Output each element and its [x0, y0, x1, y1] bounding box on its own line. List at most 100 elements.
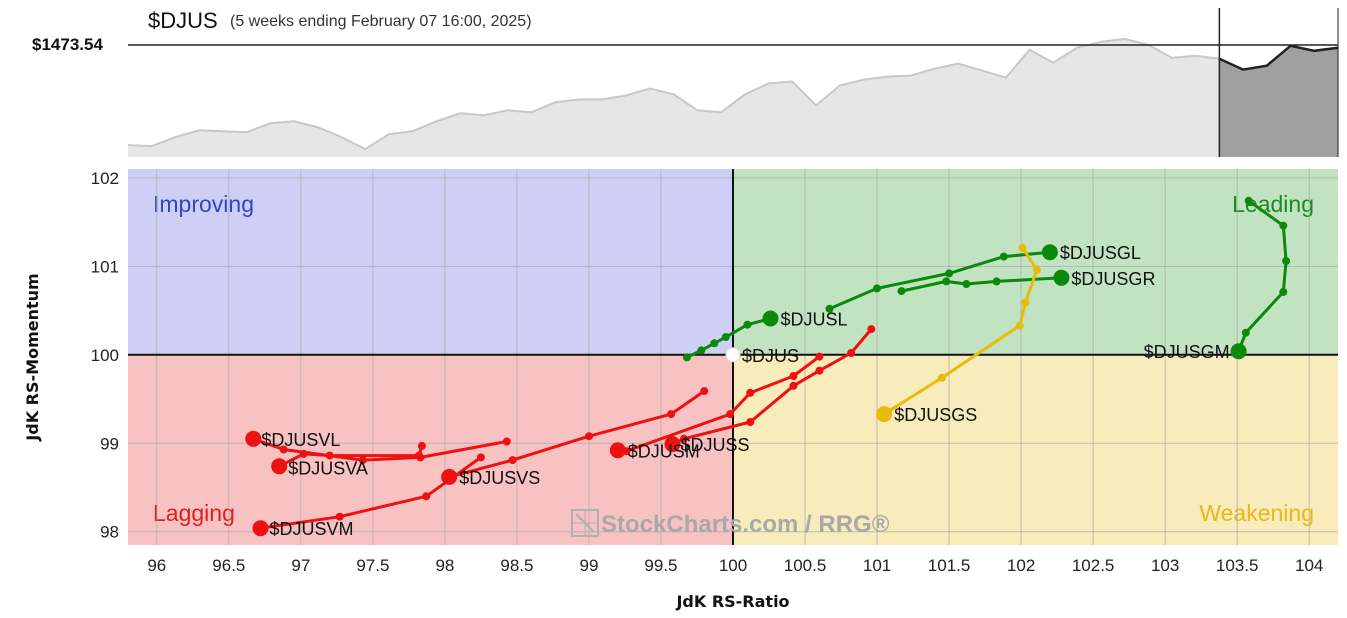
x-tick-label: 101.5: [928, 556, 971, 575]
trail-point-djusva: [325, 451, 334, 460]
trail-head-djusgs: [876, 406, 893, 423]
x-tick-label: 103: [1151, 556, 1179, 575]
trail-point-djusgm: [1279, 221, 1288, 230]
trail-point-djuss: [847, 349, 856, 357]
trail-head-djusl: [762, 310, 779, 327]
trail-point-djusvl: [502, 437, 511, 446]
x-tick-label: 101: [863, 556, 891, 575]
trail-point-djusl: [710, 339, 719, 348]
trail-point-djusgm: [1279, 288, 1288, 296]
trail-point-djuss: [815, 366, 824, 375]
trail-point-djuss: [867, 325, 876, 334]
trail-point-djusvm: [335, 512, 344, 521]
trail-label-djusm: $DJUSM: [628, 441, 700, 461]
chart-symbol: $DJUS: [148, 8, 218, 33]
trail-label-djusl: $DJUSL: [780, 310, 847, 330]
trail-label-djuss: $DJUSS: [681, 435, 750, 455]
trail-point-djusgl: [873, 284, 881, 293]
watermark: StockCharts.com / RRG®: [571, 509, 890, 538]
x-tick-label: 102.5: [1072, 556, 1115, 575]
trail-point-djusgm: [1241, 328, 1250, 337]
trail-label-djusvl: $DJUSVL: [261, 430, 340, 450]
trail-point-djusva: [415, 451, 423, 460]
y-axis-title: JdK RS-Momentum: [23, 273, 42, 441]
price-history-line: [127, 37, 1220, 151]
y-tick-label: 102: [91, 169, 119, 188]
trail-line-djusvm: [259, 455, 483, 530]
trail-point-djusvs: [585, 432, 593, 441]
trail-point-djusgs: [1018, 243, 1027, 252]
benchmark-point: [725, 347, 741, 363]
trail-head-djusgl: [1041, 244, 1058, 261]
trail-point-djusvm: [476, 453, 485, 462]
trail-point-djusm: [746, 388, 755, 397]
trail-head-djusva: [271, 458, 288, 475]
y-tick-label: 99: [100, 434, 119, 453]
trail-label-djusgr: $DJUSGR: [1071, 269, 1155, 289]
price-tail-line: [1218, 44, 1339, 71]
trail-point-djusvs: [508, 456, 517, 465]
trail-point-djusgl: [825, 304, 834, 313]
watermark-text: StockCharts.com / RRG®: [601, 511, 890, 538]
x-tick-label: 97.5: [356, 556, 389, 575]
trail-label-djusgl: $DJUSGL: [1060, 243, 1141, 263]
trail-point-djusgr: [897, 287, 906, 296]
trail-point-djusl: [721, 333, 730, 342]
trail-point-djusvl: [358, 456, 367, 465]
x-tick-label: 98: [435, 556, 454, 575]
trail-point-djusgr: [992, 277, 1001, 286]
quadrant-label-improving: Improving: [153, 191, 254, 217]
trail-label-djusvs: $DJUSVS: [459, 468, 540, 488]
x-tick-label: 99: [579, 556, 598, 575]
x-tick-label: 103.5: [1216, 556, 1259, 575]
trail-point-djusgr: [962, 280, 971, 288]
rrg-series: [245, 196, 1291, 537]
x-tick-label: 99.5: [644, 556, 677, 575]
trail-point-djusl: [697, 346, 706, 355]
x-tick-label: 104: [1295, 556, 1323, 575]
trail-point-djusvl: [279, 445, 288, 454]
price-tail-area: [1219, 45, 1338, 157]
trail-point-djusgm: [1282, 257, 1291, 265]
trail-head-djusgr: [1053, 269, 1070, 286]
quadrant-label-weakening: Weakening: [1199, 500, 1314, 526]
trail-head-djusvs: [441, 468, 458, 485]
trail-point-djusva: [417, 441, 426, 450]
trail-point-djusgl: [999, 252, 1008, 261]
quadrant-label-lagging: Lagging: [153, 500, 235, 526]
trail-point-djuss: [789, 381, 798, 390]
trail-head-djuss: [664, 436, 681, 453]
price-label: $1473.54: [32, 35, 103, 54]
x-tick-label: 96: [147, 556, 166, 575]
trail-label-djusgm: $DJUSGM: [1144, 342, 1230, 362]
x-tick-label: 102: [1007, 556, 1035, 575]
trail-point-djuss: [746, 418, 755, 426]
trail-point-djusm: [726, 410, 735, 419]
x-tick-label: 98.5: [500, 556, 533, 575]
x-tick-label: 97: [291, 556, 310, 575]
trail-point-djusvm: [422, 492, 431, 501]
quadrant-label-leading: Leading: [1232, 191, 1314, 217]
trail-point-djusgs: [1032, 265, 1041, 274]
benchmark-label: $DJUS: [742, 346, 799, 366]
trail-head-djusvl: [245, 430, 262, 447]
trail-line-djusgs: [882, 246, 1039, 416]
trail-point-djusm: [789, 372, 798, 380]
trail-label-djusvm: $DJUSVM: [270, 519, 354, 539]
trail-head-djusgm: [1230, 343, 1247, 360]
trail-point-djusgl: [945, 269, 954, 278]
trail-point-djusgr: [942, 277, 951, 286]
price-history-panel: [127, 8, 1339, 157]
trail-point-djusgs: [937, 373, 946, 382]
trail-label-djusva: $DJUSVA: [288, 458, 368, 478]
trail-point-djusva: [299, 449, 308, 458]
trail-point-djusm: [815, 352, 824, 361]
x-tick-label: 96.5: [212, 556, 245, 575]
trail-point-djusvs: [700, 387, 709, 396]
price-history-area: [128, 38, 1220, 157]
x-tick-label: 100.5: [784, 556, 827, 575]
trail-point-djusl: [743, 320, 752, 329]
trail-point-djusvs: [667, 410, 676, 419]
x-axis-title: JdK RS-Ratio: [675, 592, 789, 611]
